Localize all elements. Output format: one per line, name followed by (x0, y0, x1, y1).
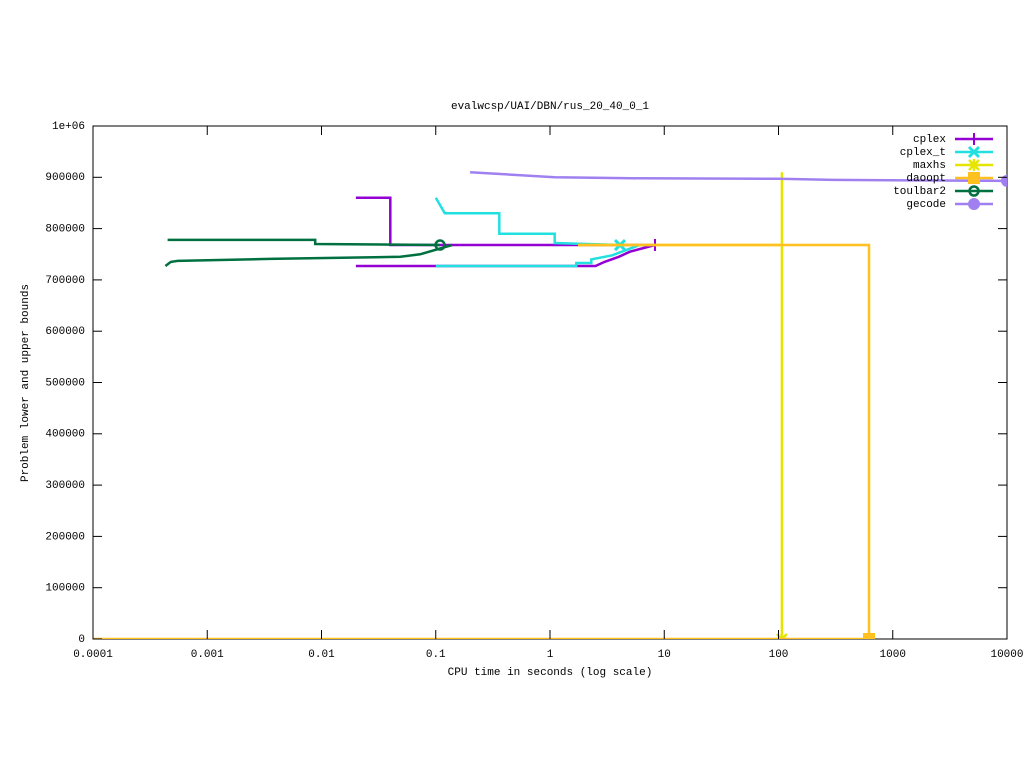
plot-area (93, 170, 1007, 639)
marker-shape (434, 239, 446, 251)
legend-marker (968, 159, 980, 171)
y-tick-label: 800000 (45, 224, 85, 236)
point-marker (434, 239, 446, 251)
legend-marker (968, 185, 980, 197)
y-tick-label: 700000 (45, 275, 85, 287)
series-line (470, 170, 1007, 183)
y-tick-label: 600000 (45, 326, 85, 338)
marker-shape (968, 159, 980, 171)
y-axis-label: Problem lower and upper bounds (20, 284, 32, 482)
x-tick-label: 10000 (990, 649, 1023, 661)
marker-shape (968, 185, 980, 197)
x-tick-label: 0.001 (191, 649, 224, 661)
marker-shape (968, 198, 980, 210)
y-tick-label: 400000 (45, 429, 85, 441)
marker-shape (968, 172, 980, 184)
y-tick-label: 1e+06 (52, 121, 85, 133)
legend-label: cplex_t (900, 147, 946, 159)
y-tick-label: 0 (78, 634, 85, 646)
y-tick-label: 200000 (45, 531, 85, 543)
series-line (93, 243, 871, 639)
marker-shape (968, 133, 980, 145)
y-tick-label: 300000 (45, 480, 85, 492)
y-tick-label: 500000 (45, 377, 85, 389)
y-tick-label: 100000 (45, 583, 85, 595)
x-tick-label: 100 (769, 649, 789, 661)
legend-label: cplex (913, 134, 946, 146)
legend-label: daoopt (906, 173, 946, 185)
series-line (434, 197, 641, 268)
legend-marker (968, 172, 980, 184)
x-tick-label: 1 (547, 649, 554, 661)
legend-marker (968, 133, 980, 145)
point-marker (1001, 174, 1007, 187)
series-line (578, 172, 784, 639)
x-axis-label: CPU time in seconds (log scale) (448, 667, 653, 679)
point-marker (863, 633, 876, 639)
series-line (164, 238, 453, 267)
legend-label: gecode (906, 199, 946, 211)
x-tick-label: 10 (658, 649, 671, 661)
marker-shape (863, 633, 876, 639)
marker-shape (967, 145, 981, 159)
x-tick-label: 0.0001 (73, 649, 113, 661)
legend-marker (968, 198, 980, 210)
x-tick-label: 0.1 (426, 649, 446, 661)
legend-label: maxhs (913, 160, 946, 172)
y-tick-label: 900000 (45, 172, 85, 184)
x-tick-label: 1000 (880, 649, 906, 661)
legend-marker (967, 145, 981, 159)
chart-title: evalwcsp/UAI/DBN/rus_20_40_0_1 (451, 101, 649, 113)
x-tick-label: 0.01 (308, 649, 335, 661)
legend-label: toulbar2 (893, 186, 946, 198)
marker-shape (1001, 174, 1007, 187)
